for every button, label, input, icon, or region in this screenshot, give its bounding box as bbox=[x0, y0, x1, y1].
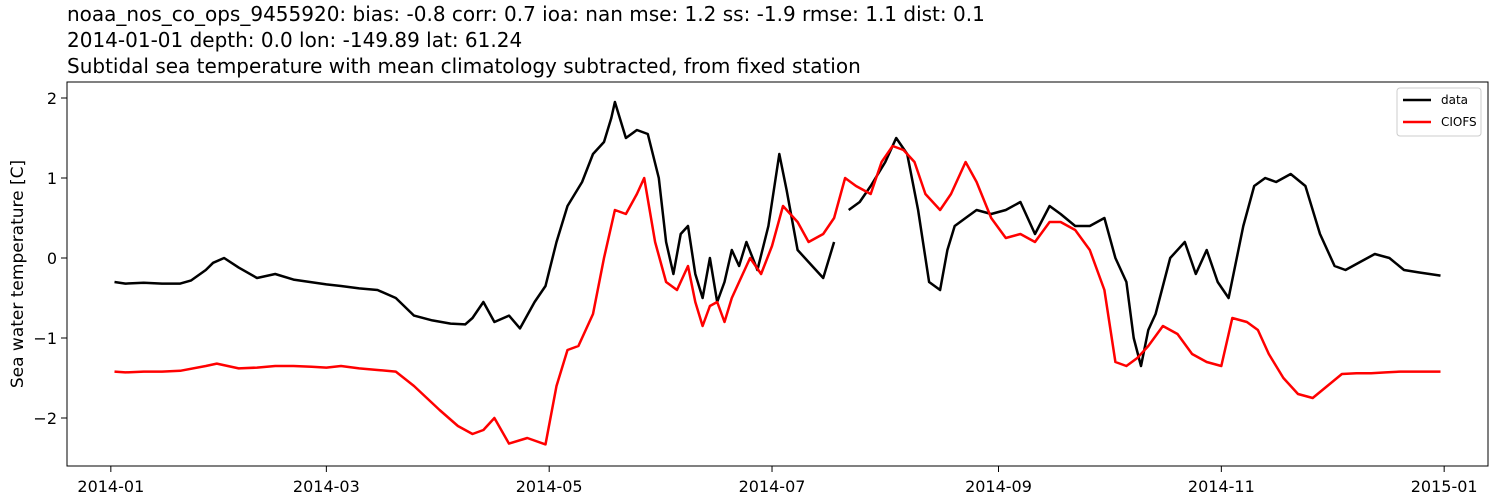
x-tick-label: 2014-03 bbox=[293, 477, 360, 496]
y-tick-label: −2 bbox=[33, 409, 57, 428]
y-tick-label: 0 bbox=[47, 249, 57, 268]
y-tick-label: 2 bbox=[47, 89, 57, 108]
legend-label-ciofs: CIOFS bbox=[1441, 115, 1477, 129]
legend-label-data: data bbox=[1441, 93, 1468, 107]
chart-title-metrics: noaa_nos_co_ops_9455920: bias: -0.8 corr… bbox=[67, 2, 985, 26]
plot-area bbox=[66, 81, 1489, 467]
y-axis: 2 1 0 −1 −2 bbox=[33, 89, 67, 428]
chart-title-description: Subtidal sea temperature with mean clima… bbox=[67, 54, 861, 78]
y-axis-label: Sea water temperature [C] bbox=[8, 160, 28, 388]
x-tick-label: 2014-11 bbox=[1188, 477, 1255, 496]
chart-title-block: noaa_nos_co_ops_9455920: bias: -0.8 corr… bbox=[67, 1, 1487, 79]
series-line-data bbox=[114, 100, 1441, 368]
series-line-ciofs bbox=[114, 144, 1441, 446]
x-axis: 2014-01 2014-03 2014-05 2014-07 2014-09 2014-… bbox=[77, 466, 1478, 496]
x-tick-label: 2014-09 bbox=[965, 477, 1032, 496]
x-tick-label: 2014-07 bbox=[739, 477, 806, 496]
chart-title-location: 2014-01-01 depth: 0.0 lon: -149.89 lat: … bbox=[67, 28, 523, 52]
y-tick-label: 1 bbox=[47, 169, 57, 188]
x-tick-label: 2015-01 bbox=[1411, 477, 1478, 496]
x-tick-label: 2014-01 bbox=[77, 477, 144, 496]
y-tick-label: −1 bbox=[33, 329, 57, 348]
x-tick-label: 2014-05 bbox=[516, 477, 583, 496]
legend: data CIOFS bbox=[1396, 87, 1482, 137]
